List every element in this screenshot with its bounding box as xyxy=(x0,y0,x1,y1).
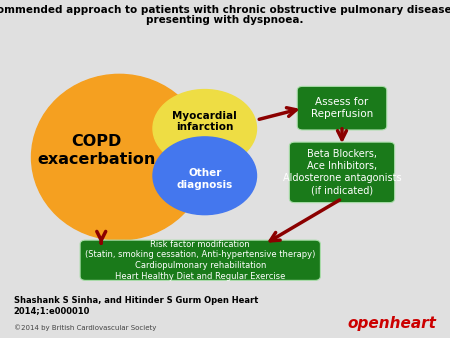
Text: The recommended approach to patients with chronic obstructive pulmonary disease : The recommended approach to patients wit… xyxy=(0,5,450,15)
FancyBboxPatch shape xyxy=(289,142,395,203)
Ellipse shape xyxy=(32,74,207,240)
Text: Other
diagnosis: Other diagnosis xyxy=(176,168,233,190)
Text: Myocardial
infarction: Myocardial infarction xyxy=(172,111,237,132)
Text: Shashank S Sinha, and Hitinder S Gurm Open Heart
2014;1:e000010: Shashank S Sinha, and Hitinder S Gurm Op… xyxy=(14,296,258,315)
Text: Risk factor modification
(Statin, smoking cessation, Anti-hypertensive therapy)
: Risk factor modification (Statin, smokin… xyxy=(85,240,315,281)
Text: Assess for
Reperfusion: Assess for Reperfusion xyxy=(311,97,373,119)
Circle shape xyxy=(153,137,256,215)
FancyBboxPatch shape xyxy=(297,86,387,130)
Text: openheart: openheart xyxy=(347,316,436,331)
Circle shape xyxy=(153,90,256,167)
Text: ©2014 by British Cardiovascular Society: ©2014 by British Cardiovascular Society xyxy=(14,324,156,331)
Text: presenting with dyspnoea.: presenting with dyspnoea. xyxy=(146,15,304,25)
Text: COPD
exacerbation: COPD exacerbation xyxy=(37,134,156,167)
FancyBboxPatch shape xyxy=(80,240,320,281)
Text: Beta Blockers,
Ace Inhibitors,
Aldosterone antagonists
(if indicated): Beta Blockers, Ace Inhibitors, Aldostero… xyxy=(283,149,401,195)
